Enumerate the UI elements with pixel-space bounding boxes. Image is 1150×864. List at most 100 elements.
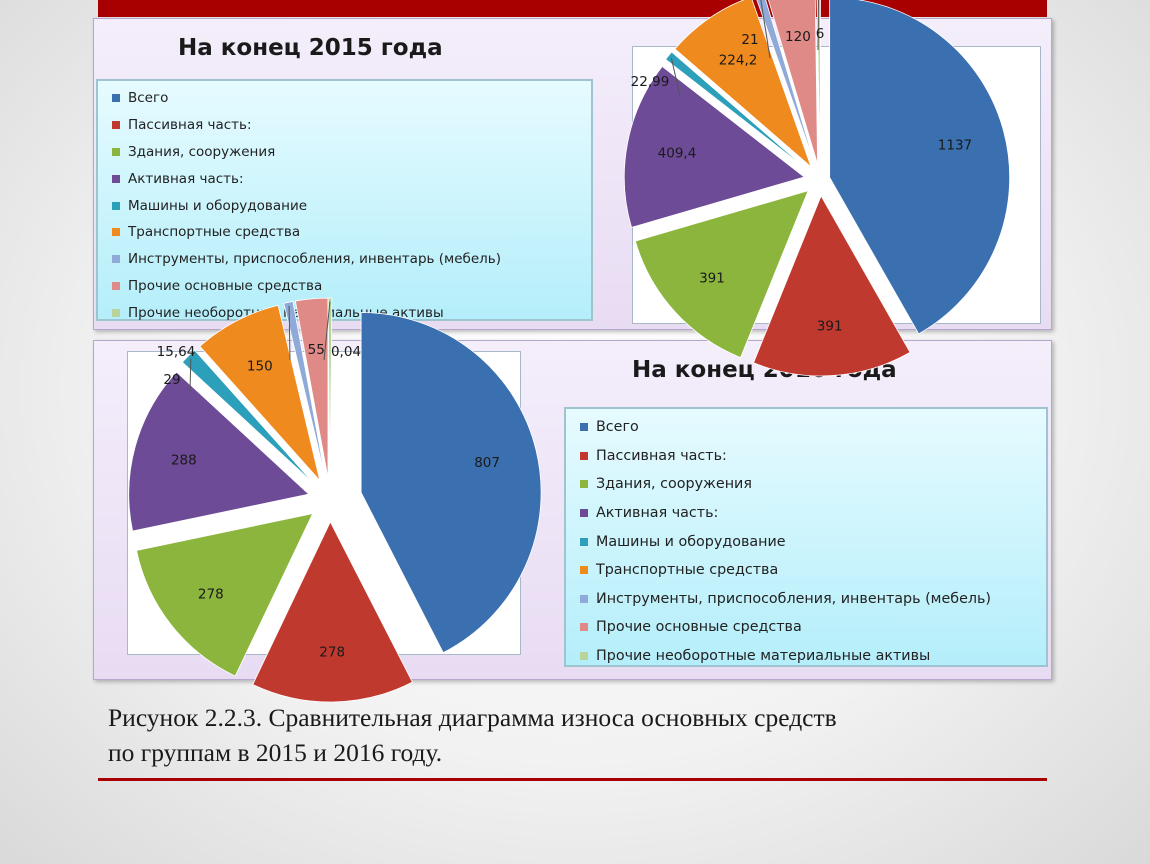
legend-label: Пассивная часть:	[596, 447, 727, 464]
legend-swatch	[580, 480, 588, 489]
legend-item: Здания, сооружения	[580, 470, 1046, 499]
pie-data-label: 1137	[938, 137, 972, 153]
legend-label: Инструменты, приспособления, инвентарь (…	[128, 251, 501, 268]
legend-label: Всего	[128, 90, 169, 107]
legend-2016: Всего Пассивная часть: Здания, сооружения А…	[564, 407, 1048, 667]
pie-slice	[136, 513, 314, 677]
pie-data-label: 288	[171, 453, 197, 469]
legend-label: Прочие необоротные материальные активы	[596, 648, 931, 665]
figure-caption: Рисунок 2.2.3. Сравнительная диаграмма и…	[108, 700, 1038, 770]
legend-item: Пассивная часть:	[112, 112, 591, 139]
legend-label: Машины и оборудование	[596, 533, 786, 550]
legend-label: Всего	[596, 419, 639, 436]
pie-data-label: 278	[319, 645, 345, 661]
legend-item: Активная часть:	[580, 499, 1046, 528]
legend-swatch	[112, 174, 120, 183]
pie-data-label: 391	[699, 271, 725, 287]
legend-item: Машины и оборудование	[580, 527, 1046, 556]
legend-label: Активная часть:	[128, 170, 244, 187]
pie-leader-line	[817, 0, 820, 51]
legend-item: Транспортные средства	[112, 219, 591, 246]
pie-slice	[664, 51, 808, 171]
legend-item: Активная часть:	[112, 165, 591, 192]
pie-slice	[634, 190, 809, 359]
pie-data-label: 278	[198, 587, 224, 603]
legend-swatch	[112, 94, 120, 103]
pie-slice	[756, 0, 816, 165]
pie-data-label: 6	[816, 26, 825, 42]
legend-swatch	[112, 308, 120, 317]
caption-line-1: Рисунок 2.2.3. Сравнительная диаграмма и…	[108, 703, 837, 732]
legend-item: Прочие необоротные материальные активы	[580, 642, 1046, 671]
legend-swatch	[580, 652, 588, 661]
pie-data-label: 409,4	[658, 146, 697, 162]
pie-slice	[128, 371, 310, 532]
legend-label: Прочие основные средства	[596, 619, 802, 636]
legend-item: Инструменты, приспособления, инвентарь (…	[112, 246, 591, 273]
legend-label: Инструменты, приспособления, инвентарь (…	[596, 590, 992, 607]
pie-slice	[327, 297, 333, 479]
legend-swatch	[580, 423, 588, 432]
legend-label: Прочие основные средства	[128, 277, 323, 294]
caption-line-2: по группам в 2015 и 2016 году.	[108, 738, 443, 767]
pie-slice	[252, 521, 413, 703]
legend-swatch	[112, 201, 120, 210]
chart-title-2015: На конец 2015 года	[178, 35, 443, 61]
legend-label: Здания, сооружения	[596, 476, 752, 493]
legend-label: Пассивная часть:	[128, 117, 252, 134]
legend-item: Прочие основные средства	[580, 613, 1046, 642]
pie-data-label: 150	[247, 359, 273, 375]
legend-item: Транспортные средства	[580, 556, 1046, 585]
pie-leader-line	[670, 57, 681, 97]
legend-item: Пассивная часть:	[580, 442, 1046, 471]
legend-item: Машины и оборудование	[112, 192, 591, 219]
pie-leader-line	[189, 358, 192, 393]
pie-slice	[283, 300, 326, 479]
legend-label: Здания, сооружения	[128, 143, 276, 160]
pie-data-label: 120	[785, 29, 811, 45]
pie-slice	[623, 65, 806, 228]
pie-slice	[752, 195, 911, 377]
legend-label: Транспортные средства	[128, 224, 301, 241]
legend-2015: Всего Пассивная часть: Здания, сооружения А…	[96, 79, 593, 321]
pie-leader-line	[288, 305, 291, 361]
legend-swatch	[112, 281, 120, 290]
pie-slice	[768, 0, 818, 165]
pie-data-label: 55	[308, 342, 325, 358]
pie-data-label: 21	[741, 32, 758, 48]
legend-swatch	[112, 147, 120, 156]
pie-data-label: 391	[817, 318, 843, 334]
pie-data-label: 15,64	[157, 344, 196, 360]
legend-swatch	[580, 537, 588, 546]
pie-leader-line	[323, 301, 331, 361]
legend-label: Машины и оборудование	[128, 197, 308, 214]
pie-slice	[199, 304, 321, 481]
legend-swatch	[580, 594, 588, 603]
legend-swatch	[580, 566, 588, 575]
legend-item: Инструменты, приспособления, инвентарь (…	[580, 585, 1046, 614]
pie-data-label: 224,2	[719, 53, 758, 69]
legend-label: Активная часть:	[596, 505, 719, 522]
legend-swatch	[112, 255, 120, 264]
legend-swatch	[580, 509, 588, 518]
pie-data-label: 29	[163, 372, 180, 388]
caption-underline	[98, 778, 1047, 781]
legend-label: Транспортные средства	[596, 562, 779, 579]
pie-slice	[674, 0, 812, 169]
pie-data-label: 0,04	[331, 344, 361, 360]
pie-data-label: 807	[474, 455, 500, 471]
legend-item: Всего	[580, 413, 1046, 442]
pie-slice	[829, 0, 1011, 335]
legend-swatch	[112, 228, 120, 237]
legend-swatch	[580, 623, 588, 632]
pie-slice	[181, 349, 315, 485]
legend-item: Здания, сооружения	[112, 139, 591, 166]
legend-swatch	[112, 121, 120, 130]
legend-item: Прочие основные средства	[112, 273, 591, 300]
pie-leader-line	[760, 0, 771, 59]
legend-swatch	[580, 451, 588, 460]
pie-slice	[360, 312, 542, 654]
legend-item: Всего	[112, 85, 591, 112]
pie-data-label: 22,99	[631, 74, 670, 90]
